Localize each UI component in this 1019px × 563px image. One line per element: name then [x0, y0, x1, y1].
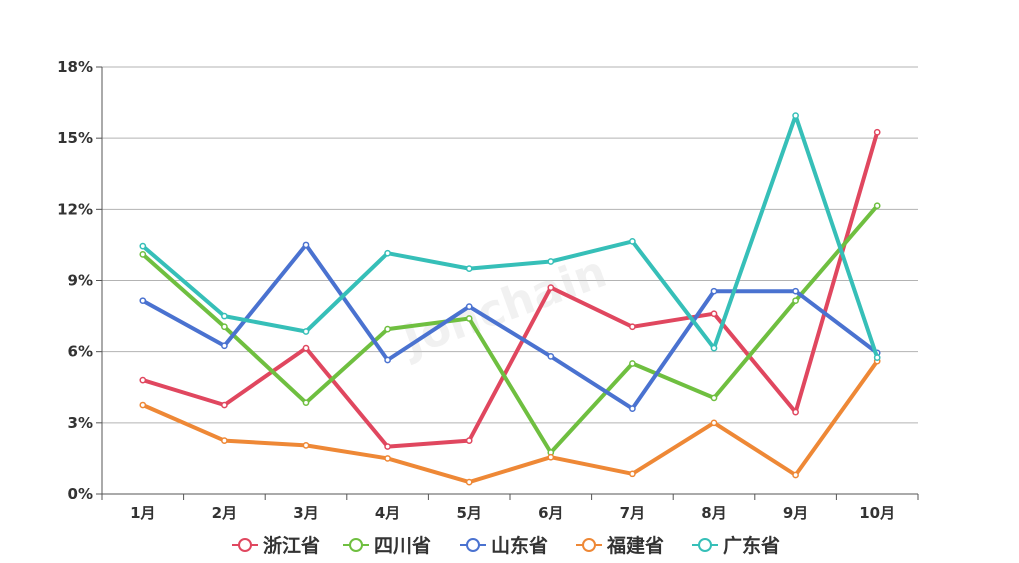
legend-item[interactable]: 四川省 — [343, 535, 431, 557]
data-point — [465, 303, 473, 310]
x-tick-label: 5月 — [456, 504, 481, 522]
y-tick-label: 12% — [57, 200, 93, 218]
data-point — [465, 315, 473, 322]
legend-item[interactable]: 山东省 — [460, 534, 548, 557]
data-point — [792, 112, 799, 119]
data-point — [139, 297, 147, 305]
data-point — [629, 238, 636, 245]
data-point — [629, 405, 636, 412]
data-point — [629, 360, 636, 367]
x-tick-label: 9月 — [783, 504, 808, 522]
data-point — [384, 325, 391, 333]
data-point — [384, 443, 391, 450]
data-point — [139, 376, 147, 384]
data-point — [792, 297, 799, 305]
y-tick-label: 0% — [68, 485, 93, 503]
legend-item[interactable]: 广东省 — [692, 534, 780, 557]
y-tick-label: 18% — [57, 58, 93, 76]
data-point — [710, 310, 718, 318]
data-point — [547, 353, 555, 360]
series-line — [140, 113, 880, 360]
series-lines — [139, 112, 881, 486]
series-line — [140, 130, 880, 449]
legend-label: 浙江省 — [263, 534, 320, 557]
data-point — [873, 354, 881, 361]
series-福建省 — [139, 357, 881, 486]
data-point — [873, 128, 881, 136]
data-point — [710, 419, 718, 427]
data-point — [221, 312, 228, 320]
data-point — [139, 242, 147, 250]
x-tick-label: 6月 — [538, 504, 563, 522]
grid-lines — [102, 66, 918, 424]
data-point — [302, 328, 310, 335]
x-tick-label: 4月 — [375, 504, 400, 522]
data-point — [221, 323, 228, 331]
legend-label: 四川省 — [374, 535, 431, 557]
data-point — [547, 453, 555, 461]
data-point — [465, 437, 473, 444]
data-point — [710, 394, 718, 402]
data-point — [710, 287, 718, 295]
data-point — [465, 265, 473, 272]
x-tick-label: 7月 — [620, 504, 645, 522]
data-point — [302, 399, 310, 407]
data-point — [792, 471, 799, 479]
legend-item[interactable]: 福建省 — [576, 534, 664, 557]
y-tick-label: 9% — [68, 272, 93, 290]
legend-swatch-icon — [238, 538, 252, 552]
x-tick-label: 2月 — [212, 504, 237, 522]
data-point — [629, 323, 636, 331]
data-point — [139, 401, 147, 409]
data-point — [139, 251, 147, 258]
legend-swatch-icon — [349, 538, 363, 552]
legend-label: 福建省 — [606, 534, 664, 557]
x-tick-label: 1月 — [130, 504, 155, 522]
data-point — [302, 442, 310, 449]
axes: 0% 3% 6% 9% 12% 15% 18% 1月 2月 3月 4月 5月 6月 7月 8月 9月 10月 — [57, 58, 919, 522]
legend-swatch-icon — [698, 538, 712, 552]
x-tick-label: 3月 — [293, 504, 318, 522]
legend-swatch-icon — [466, 538, 480, 552]
series-line — [140, 203, 880, 455]
data-point — [465, 478, 473, 486]
data-point — [221, 342, 228, 350]
legend[interactable]: 浙江省 四川省 山东省 福建省 广东省 — [232, 534, 780, 557]
data-point — [792, 287, 799, 295]
series-四川省 — [139, 202, 881, 456]
data-point — [547, 284, 555, 291]
legend-label: 广东省 — [723, 534, 780, 557]
data-point — [547, 258, 555, 265]
x-tick-label: 10月 — [859, 504, 895, 522]
legend-label: 山东省 — [491, 534, 548, 557]
data-point — [302, 241, 310, 249]
data-point — [710, 344, 718, 352]
legend-item[interactable]: 浙江省 — [232, 534, 320, 557]
y-tick-label: 15% — [57, 129, 93, 147]
legend-swatch-icon — [582, 538, 596, 552]
data-point — [629, 470, 636, 478]
x-tick-label: 8月 — [701, 504, 726, 522]
y-tick-label: 3% — [68, 414, 93, 432]
data-point — [792, 408, 799, 416]
data-point — [384, 356, 391, 364]
series-广东省 — [139, 112, 881, 361]
series-line — [140, 359, 880, 485]
data-point — [873, 202, 881, 210]
data-point — [221, 437, 228, 444]
data-point — [384, 455, 391, 462]
y-tick-label: 6% — [68, 343, 93, 361]
data-point — [221, 401, 228, 409]
data-point — [384, 249, 391, 257]
series-line — [140, 242, 880, 411]
data-point — [302, 344, 310, 352]
series-浙江省 — [139, 128, 881, 450]
